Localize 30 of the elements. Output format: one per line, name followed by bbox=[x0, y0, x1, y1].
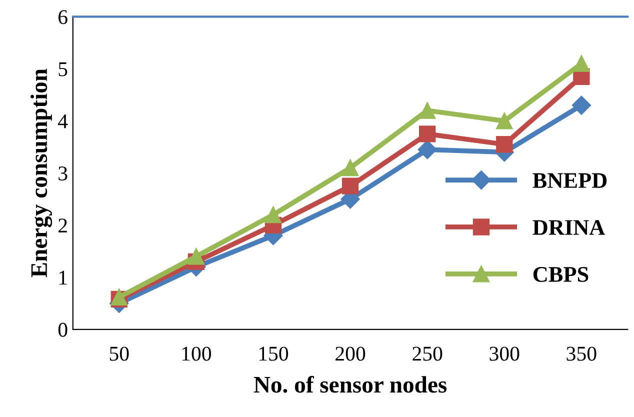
legend-label: DRINA bbox=[532, 220, 606, 235]
point bbox=[419, 102, 436, 119]
point bbox=[572, 96, 591, 115]
point bbox=[342, 160, 359, 176]
y-axis-title: Energy consumption bbox=[30, 68, 52, 278]
x-tick-label: 50 bbox=[110, 346, 129, 361]
x-tick-label: 100 bbox=[182, 346, 212, 361]
point bbox=[496, 136, 513, 153]
y-tick-label: 0 bbox=[58, 322, 68, 337]
point bbox=[573, 55, 590, 72]
x-tick-label: 150 bbox=[259, 346, 288, 361]
y-tick-label: 6 bbox=[58, 10, 68, 24]
x-axis-title: No. of sensor nodes bbox=[254, 376, 447, 393]
x-tick-label: 250 bbox=[412, 346, 442, 361]
y-tick-label: 1 bbox=[59, 270, 67, 285]
point bbox=[418, 140, 437, 160]
x-tick-label: 300 bbox=[490, 346, 520, 361]
y-tick-label: 5 bbox=[58, 62, 68, 76]
y-tick-label: 2 bbox=[58, 218, 67, 232]
y-tick-label: 4 bbox=[58, 114, 68, 128]
legend-label: CBPS bbox=[533, 267, 588, 282]
point bbox=[419, 126, 436, 142]
x-tick-label: 200 bbox=[336, 346, 366, 361]
y-tick-label: 3 bbox=[58, 166, 68, 180]
point bbox=[188, 248, 205, 265]
point bbox=[342, 178, 359, 194]
point bbox=[264, 206, 282, 224]
x-tick-label: 350 bbox=[566, 346, 596, 361]
point bbox=[496, 112, 513, 130]
legend-label: BNEPD bbox=[532, 173, 607, 188]
